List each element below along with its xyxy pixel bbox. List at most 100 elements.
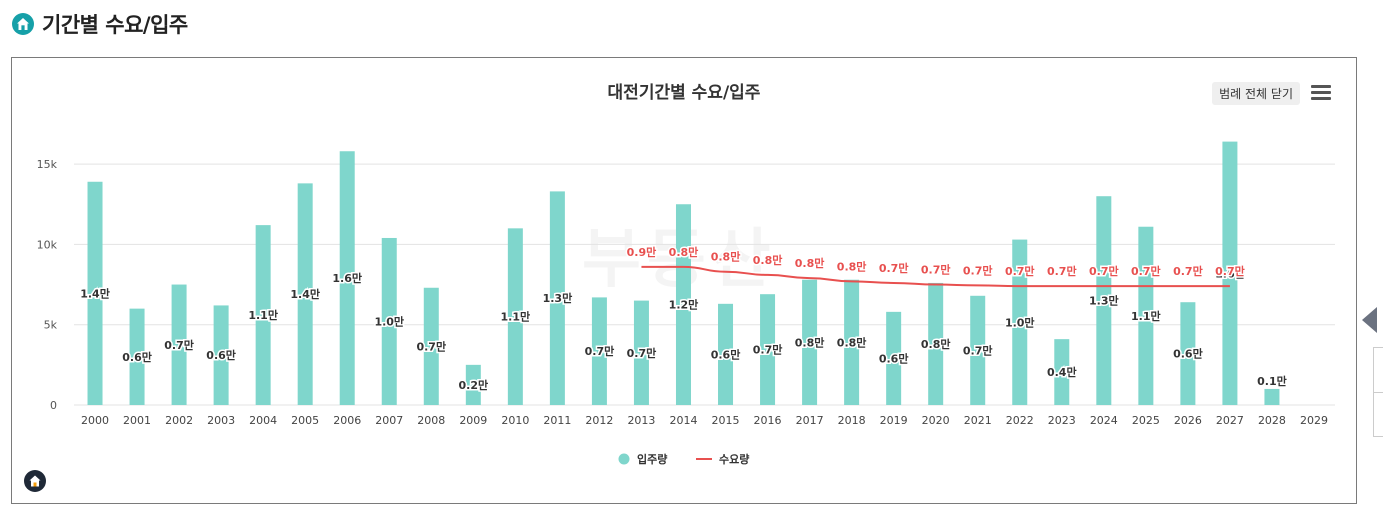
page-title: 기간별 수요/입주 bbox=[42, 13, 188, 37]
bar-2023 bbox=[1054, 339, 1070, 405]
bar-2024 bbox=[1096, 196, 1112, 405]
line-data-label: 0.8만 bbox=[795, 256, 825, 270]
legend-item-move-in[interactable]: 입주량 bbox=[618, 453, 668, 466]
line-data-label: 0.7만 bbox=[963, 263, 993, 277]
x-tick-label: 2008 bbox=[417, 414, 445, 427]
bar-data-label: 0.6만 bbox=[122, 350, 152, 364]
x-tick-label: 2024 bbox=[1090, 414, 1118, 427]
bar-data-label: 0.7만 bbox=[164, 338, 194, 352]
bar-2002 bbox=[171, 284, 187, 405]
bar-2025 bbox=[1138, 226, 1154, 405]
line-data-label: 0.8만 bbox=[837, 259, 867, 273]
bar-data-label: 0.7만 bbox=[963, 343, 993, 357]
x-tick-label: 2007 bbox=[375, 414, 403, 427]
chart-title: 대전기간별 수요/입주 bbox=[607, 83, 761, 103]
bar-data-label: 0.7만 bbox=[627, 346, 657, 360]
bar-2003 bbox=[213, 305, 229, 405]
x-tick-label: 2026 bbox=[1174, 414, 1202, 427]
bar-2027 bbox=[1222, 141, 1238, 405]
bar-data-label: 1.1만 bbox=[501, 310, 531, 324]
bar-data-label: 0.1만 bbox=[1257, 374, 1287, 388]
y-tick-label: 10k bbox=[37, 238, 58, 251]
x-tick-label: 2014 bbox=[669, 414, 697, 427]
bar-data-label: 1.6만 bbox=[1215, 266, 1245, 280]
x-tick-label: 2020 bbox=[922, 414, 950, 427]
bar-2008 bbox=[423, 287, 439, 405]
chart-card: 부동산 05k10k15k200020012002200320042005200… bbox=[11, 57, 1357, 504]
x-tick-label: 2025 bbox=[1132, 414, 1160, 427]
bar-2010 bbox=[507, 228, 523, 405]
bar-2018 bbox=[844, 279, 860, 405]
x-tick-label: 2003 bbox=[207, 414, 235, 427]
bar-2016 bbox=[760, 294, 776, 405]
x-tick-label: 2004 bbox=[249, 414, 277, 427]
home-icon bbox=[12, 13, 34, 35]
y-tick-label: 0 bbox=[50, 399, 57, 412]
bar-data-label: 0.6만 bbox=[711, 347, 741, 361]
bar-data-label: 1.0만 bbox=[1005, 315, 1035, 329]
hamburger-menu-icon[interactable] bbox=[1311, 85, 1331, 101]
bar-data-label: 0.8만 bbox=[795, 335, 825, 349]
line-data-label: 0.7만 bbox=[1047, 264, 1077, 278]
x-tick-label: 2011 bbox=[543, 414, 571, 427]
x-tick-label: 2021 bbox=[964, 414, 992, 427]
bar-data-label: 1.0만 bbox=[374, 314, 404, 328]
x-tick-label: 2023 bbox=[1048, 414, 1076, 427]
bar-2020 bbox=[928, 282, 944, 405]
line-data-label: 0.7만 bbox=[1215, 264, 1245, 278]
line-data-label: 0.9만 bbox=[627, 245, 657, 259]
carousel-prev-arrow-icon[interactable] bbox=[1362, 307, 1377, 333]
bar-data-label: 0.7만 bbox=[416, 339, 446, 353]
bar-2000 bbox=[87, 181, 103, 405]
line-data-label: 0.8만 bbox=[669, 245, 699, 259]
bar-data-label: 1.3만 bbox=[1089, 294, 1119, 308]
bar-2007 bbox=[381, 237, 397, 405]
line-data-label: 0.7만 bbox=[921, 263, 951, 277]
x-tick-label: 2001 bbox=[123, 414, 151, 427]
x-tick-label: 2000 bbox=[81, 414, 109, 427]
line-data-label: 0.7만 bbox=[879, 261, 909, 275]
bar-data-label: 0.6만 bbox=[1173, 347, 1203, 361]
bar-data-label: 1.1만 bbox=[248, 308, 278, 322]
legend-item-demand[interactable]: 수요량 bbox=[696, 453, 749, 466]
x-tick-label: 2010 bbox=[501, 414, 529, 427]
bar-data-label: 1.4만 bbox=[290, 287, 320, 301]
legend-marker-bar bbox=[618, 453, 630, 465]
x-tick-label: 2006 bbox=[333, 414, 361, 427]
x-tick-label: 2027 bbox=[1216, 414, 1244, 427]
x-tick-label: 2018 bbox=[838, 414, 866, 427]
bar-2028 bbox=[1264, 388, 1280, 405]
bar-2013 bbox=[633, 300, 649, 405]
bar-data-label: 1.4만 bbox=[80, 286, 110, 300]
bar-2017 bbox=[802, 279, 818, 405]
x-tick-label: 2016 bbox=[754, 414, 782, 427]
bar-data-label: 0.2만 bbox=[459, 378, 489, 392]
x-tick-label: 2019 bbox=[880, 414, 908, 427]
x-tick-label: 2005 bbox=[291, 414, 319, 427]
x-tick-label: 2029 bbox=[1300, 414, 1328, 427]
bar-data-label: 0.8만 bbox=[837, 335, 867, 349]
legend-label-line: 수요량 bbox=[719, 453, 749, 466]
x-tick-label: 2012 bbox=[585, 414, 613, 427]
bar-2009 bbox=[465, 364, 481, 405]
bar-data-label: 1.6만 bbox=[332, 271, 362, 285]
x-tick-label: 2013 bbox=[627, 414, 655, 427]
line-data-label: 0.8만 bbox=[711, 250, 741, 264]
bar-2005 bbox=[297, 183, 313, 405]
page-header: 기간별 수요/입주 bbox=[12, 9, 188, 39]
y-tick-label: 5k bbox=[44, 319, 58, 332]
x-tick-label: 2015 bbox=[712, 414, 740, 427]
demand-line bbox=[641, 265, 1230, 288]
bar-2006 bbox=[339, 151, 355, 405]
bar-2001 bbox=[129, 308, 145, 405]
bar-data-label: 0.7만 bbox=[753, 343, 783, 357]
bar-data-label: 1.1만 bbox=[1131, 309, 1161, 323]
bar-data-label: 0.7만 bbox=[585, 344, 615, 358]
bar-2012 bbox=[591, 297, 607, 405]
legend-toggle-button[interactable]: 범례 전체 닫기 bbox=[1212, 82, 1300, 105]
y-tick-label: 15k bbox=[37, 158, 58, 171]
bar-2014 bbox=[675, 204, 691, 405]
bar-2026 bbox=[1180, 302, 1196, 405]
bar-data-label: 0.6만 bbox=[879, 351, 909, 365]
x-tick-label: 2009 bbox=[459, 414, 487, 427]
